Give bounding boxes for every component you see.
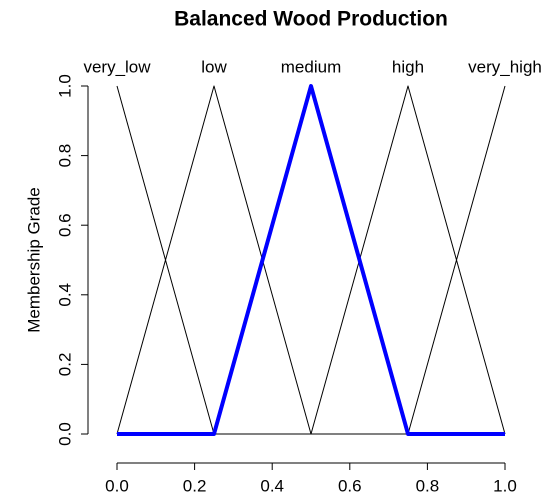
x-tick-label: 0.6 — [338, 476, 362, 495]
chart-title: Balanced Wood Production — [174, 8, 448, 31]
series-line — [117, 85, 506, 435]
y-tick-label: 0.8 — [55, 144, 74, 168]
y-tick-label: 0.2 — [55, 353, 74, 377]
series-line — [117, 84, 505, 436]
y-tick-label: 0.4 — [55, 283, 74, 307]
series-line — [117, 85, 506, 435]
series-label: very_low — [83, 57, 151, 76]
x-tick-label: 1.0 — [493, 476, 517, 495]
x-tick-label: 0.8 — [416, 476, 440, 495]
y-tick-label: 0.6 — [55, 213, 74, 237]
y-tick-label: 1.0 — [55, 74, 74, 98]
x-tick-label: 0.2 — [183, 476, 207, 495]
series-label: high — [392, 57, 424, 76]
series-line — [116, 85, 505, 435]
series-label: medium — [281, 57, 341, 76]
series-label: low — [201, 57, 227, 76]
x-tick-label: 0.0 — [105, 476, 129, 495]
series-line — [116, 85, 505, 435]
series-label: very_high — [468, 57, 542, 76]
y-axis-label: Membership Grade — [24, 187, 43, 333]
y-tick-label: 0.0 — [55, 422, 74, 446]
x-tick-label: 0.4 — [260, 476, 284, 495]
